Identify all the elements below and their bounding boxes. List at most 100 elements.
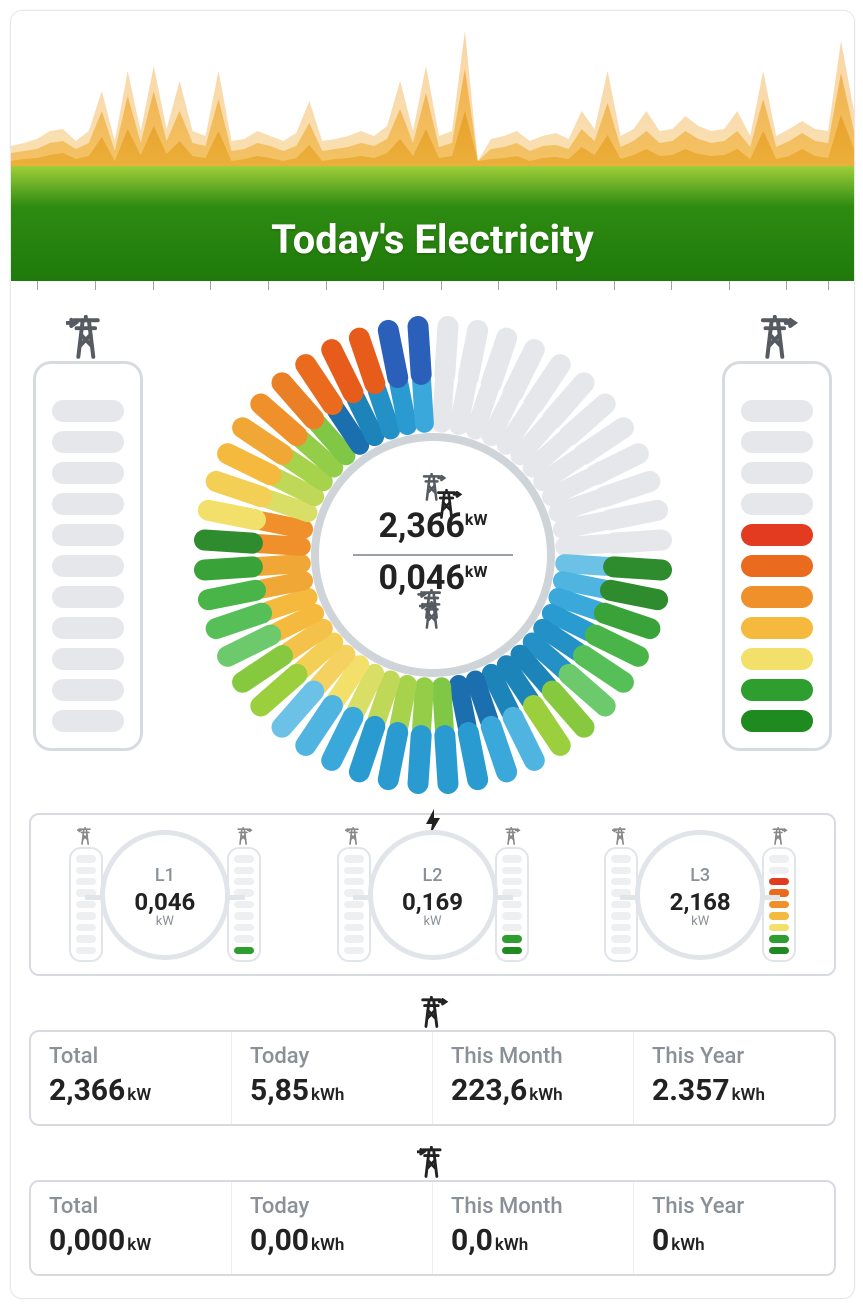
bar-segment — [741, 586, 813, 608]
bar-segment — [741, 710, 813, 732]
bar-segment — [769, 901, 789, 908]
import-bar-card — [33, 315, 143, 751]
bar-segment — [344, 867, 364, 874]
stat-label: Total — [49, 1044, 221, 1069]
grid-out-icon — [722, 315, 832, 355]
bar-segment — [344, 855, 364, 862]
bar-segment — [611, 901, 631, 908]
stat-label: Today — [250, 1194, 422, 1219]
bar-segment — [502, 901, 522, 908]
gauge-row: 2,366kW0,046kW — [11, 297, 854, 805]
bar-segment — [234, 878, 254, 885]
time-tick — [441, 281, 442, 290]
stat-label: This Year — [652, 1194, 824, 1219]
bar-segment — [741, 679, 813, 701]
bar-segment — [769, 924, 789, 931]
phase-l2: L2 0,169 kW — [299, 821, 567, 968]
time-tick — [210, 281, 211, 290]
bar-segment — [502, 912, 522, 919]
bar-segment — [52, 431, 124, 453]
bar-segment — [741, 493, 813, 515]
grid-out-icon — [757, 827, 801, 845]
bar-segment — [741, 524, 813, 546]
stat-value: 5,85kWh — [250, 1073, 422, 1108]
stat-today: Today 0,00kWh — [231, 1182, 432, 1274]
bar-segment — [52, 524, 124, 546]
time-tick — [153, 281, 154, 290]
bar-segment — [611, 912, 631, 919]
bar-segment — [344, 924, 364, 931]
electricity-card: Today's Electricity — [10, 10, 855, 1299]
bar-segment — [611, 935, 631, 942]
stat-total: Total 0,000kW — [31, 1182, 231, 1274]
bar-segment — [741, 555, 813, 577]
time-tick — [671, 281, 672, 290]
bar-segment — [769, 947, 789, 954]
bar-segment — [52, 710, 124, 732]
bar-segment — [741, 648, 813, 670]
time-tick — [828, 281, 829, 290]
grid-out-icon — [419, 473, 447, 505]
stat-value: 2.357kWh — [652, 1073, 824, 1108]
stat-label: This Month — [451, 1194, 623, 1219]
time-tick — [268, 281, 269, 290]
bar-segment — [502, 947, 522, 954]
export-bar-card — [722, 315, 832, 751]
bar-segment — [52, 555, 124, 577]
bar-segment — [234, 901, 254, 908]
stat-label: Today — [250, 1044, 422, 1069]
time-tick — [498, 281, 499, 290]
bar-segment — [344, 935, 364, 942]
bar-segment — [52, 493, 124, 515]
stat-value: 223,6kWh — [451, 1073, 623, 1108]
grid-in-icon — [419, 601, 447, 633]
header-spark-area: Today's Electricity — [11, 11, 854, 281]
bar-segment — [769, 855, 789, 862]
bar-segment — [344, 878, 364, 885]
phase-unit: kW — [156, 914, 174, 929]
stat-total: Total 2,366kW — [31, 1032, 231, 1124]
stat-value: 0,00kWh — [250, 1223, 422, 1258]
phase-l1: L1 0,046 kW — [31, 821, 299, 968]
export-bar — [722, 361, 832, 751]
grid-in-icon — [33, 315, 143, 355]
stat-value: 0,0kWh — [451, 1223, 623, 1258]
bar-segment — [611, 878, 631, 885]
bar-segment — [234, 935, 254, 942]
phase-l3: L3 2,168 kW — [566, 821, 834, 968]
phase-value: 0,169 — [402, 888, 463, 916]
bar-segment — [76, 935, 96, 942]
stat-label: This Year — [652, 1044, 824, 1069]
bar-segment — [741, 617, 813, 639]
stats-import: Total 0,000kWToday 0,00kWhThis Month 0,0… — [29, 1146, 836, 1276]
bar-segment — [611, 924, 631, 931]
stat-this-month: This Month 223,6kWh — [432, 1032, 633, 1124]
bar-segment — [76, 878, 96, 885]
bar-segment — [344, 901, 364, 908]
phase-l1-circle: L1 0,046 kW — [100, 830, 230, 960]
stat-this-year: This Year 0kWh — [633, 1182, 834, 1274]
stat-label: This Month — [451, 1044, 623, 1069]
bar-segment — [502, 935, 522, 942]
grid-in-icon — [332, 827, 376, 845]
import-bar — [33, 361, 143, 751]
bar-segment — [234, 867, 254, 874]
stat-this-month: This Month 0,0kWh — [432, 1182, 633, 1274]
stat-value: 0,000kW — [49, 1223, 221, 1258]
stat-value: 2,366kW — [49, 1073, 221, 1108]
time-tick — [326, 281, 327, 290]
bar-segment — [502, 855, 522, 862]
bar-segment — [344, 947, 364, 954]
bar-segment — [52, 400, 124, 422]
grid-in-icon — [64, 827, 108, 845]
bar-segment — [344, 912, 364, 919]
phase-value: 0,046 — [134, 888, 195, 916]
phase-l2-circle: L2 0,169 kW — [368, 830, 498, 960]
bar-segment — [769, 878, 789, 885]
stat-today: Today 5,85kWh — [231, 1032, 432, 1124]
time-tick — [786, 281, 787, 290]
bar-segment — [741, 431, 813, 453]
stats-export-row: Total 2,366kWToday 5,85kWhThis Month 223… — [29, 1030, 836, 1126]
bar-segment — [76, 924, 96, 931]
bar-segment — [611, 867, 631, 874]
